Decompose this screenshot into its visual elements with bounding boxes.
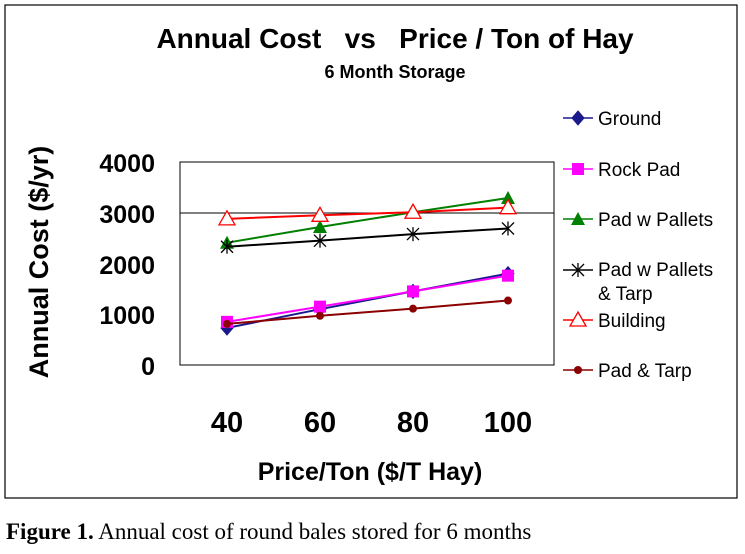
legend-marker-pad-tarp [574, 366, 582, 374]
legend-label-pad-w-pallets-tarp-line2: & Tarp [598, 284, 653, 305]
y-tick-label: 2000 [99, 252, 155, 280]
x-tick-label: 100 [484, 407, 532, 439]
legend-label-ground: Ground [598, 109, 661, 130]
data-point-pad-w-pallets [313, 219, 327, 233]
figure-caption: Figure 1. Annual cost of round bales sto… [6, 519, 531, 545]
series-pad-tarp [223, 296, 512, 328]
series-line-building [226, 206, 509, 220]
caption-text: Annual cost of round bales stored for 6 … [98, 519, 532, 544]
x-tick-label: 40 [211, 407, 243, 439]
series-line-rock-pad [226, 274, 509, 323]
plot-area [179, 161, 555, 366]
legend: Ground Rock Pad Pad w Pallets Pad w Pall… [598, 109, 713, 382]
data-point-pad-w-pallets-tarp [313, 233, 327, 248]
legend-marker-rock-pad [572, 163, 584, 175]
data-point-building [310, 205, 330, 222]
data-point-pad-tarp [504, 296, 512, 305]
chart-subtitle: 6 Month Storage [324, 62, 465, 82]
series-pad-w-pallets-tarp [220, 221, 515, 254]
caption-label: Figure 1. [6, 519, 94, 544]
y-axis-label: Annual Cost ($/yr) [24, 146, 54, 379]
legend-markers [563, 110, 593, 374]
series-line-pad-w-pallets-tarp [226, 227, 509, 248]
x-axis-label: Price/Ton ($/T Hay) [258, 458, 483, 486]
data-point-pad-w-pallets-tarp [501, 221, 515, 236]
y-tick-label: 3000 [99, 201, 155, 229]
y-tick-label: 1000 [99, 302, 155, 330]
data-point-building [217, 209, 237, 226]
data-point-rock-pad [502, 269, 514, 282]
data-point-pad-tarp [316, 311, 324, 320]
y-tick-label: 0 [141, 353, 155, 381]
series-line-pad-w-pallets [226, 197, 509, 244]
data-point-pad-w-pallets [501, 191, 515, 205]
series-layer [217, 191, 518, 336]
series-line-pad-tarp [226, 299, 509, 325]
legend-label-pad-w-pallets-tarp-line1: Pad w Pallets [598, 260, 713, 281]
data-point-building [403, 202, 423, 219]
x-axis-ticks: 40 60 80 100 [211, 407, 532, 439]
y-axis-ticks: 0 1000 2000 3000 4000 [99, 150, 155, 381]
series-building [217, 198, 518, 226]
data-point-rock-pad [407, 285, 419, 298]
data-point-pad-w-pallets-tarp [406, 227, 420, 242]
data-point-rock-pad [314, 300, 326, 313]
x-tick-label: 60 [304, 407, 336, 439]
legend-label-rock-pad: Rock Pad [598, 160, 680, 181]
legend-marker-ground [571, 110, 585, 126]
legend-marker-pad-w-pallets-tarp [571, 263, 585, 277]
legend-label-pad-w-pallets: Pad w Pallets [598, 210, 713, 231]
legend-label-pad-tarp: Pad & Tarp [598, 361, 692, 382]
data-point-pad-tarp [409, 304, 417, 313]
legend-label-building: Building [598, 311, 666, 332]
series-line-ground [226, 272, 509, 329]
data-point-pad-tarp [223, 319, 231, 328]
chart-title: Annual Cost vs Price / Ton of Hay [156, 23, 634, 54]
y-tick-label: 4000 [99, 150, 155, 178]
x-tick-label: 80 [397, 407, 429, 439]
legend-marker-pad-w-pallets [571, 212, 585, 225]
legend-marker-building [568, 310, 588, 327]
data-point-building [498, 198, 518, 215]
data-point-pad-w-pallets-tarp [220, 239, 234, 254]
